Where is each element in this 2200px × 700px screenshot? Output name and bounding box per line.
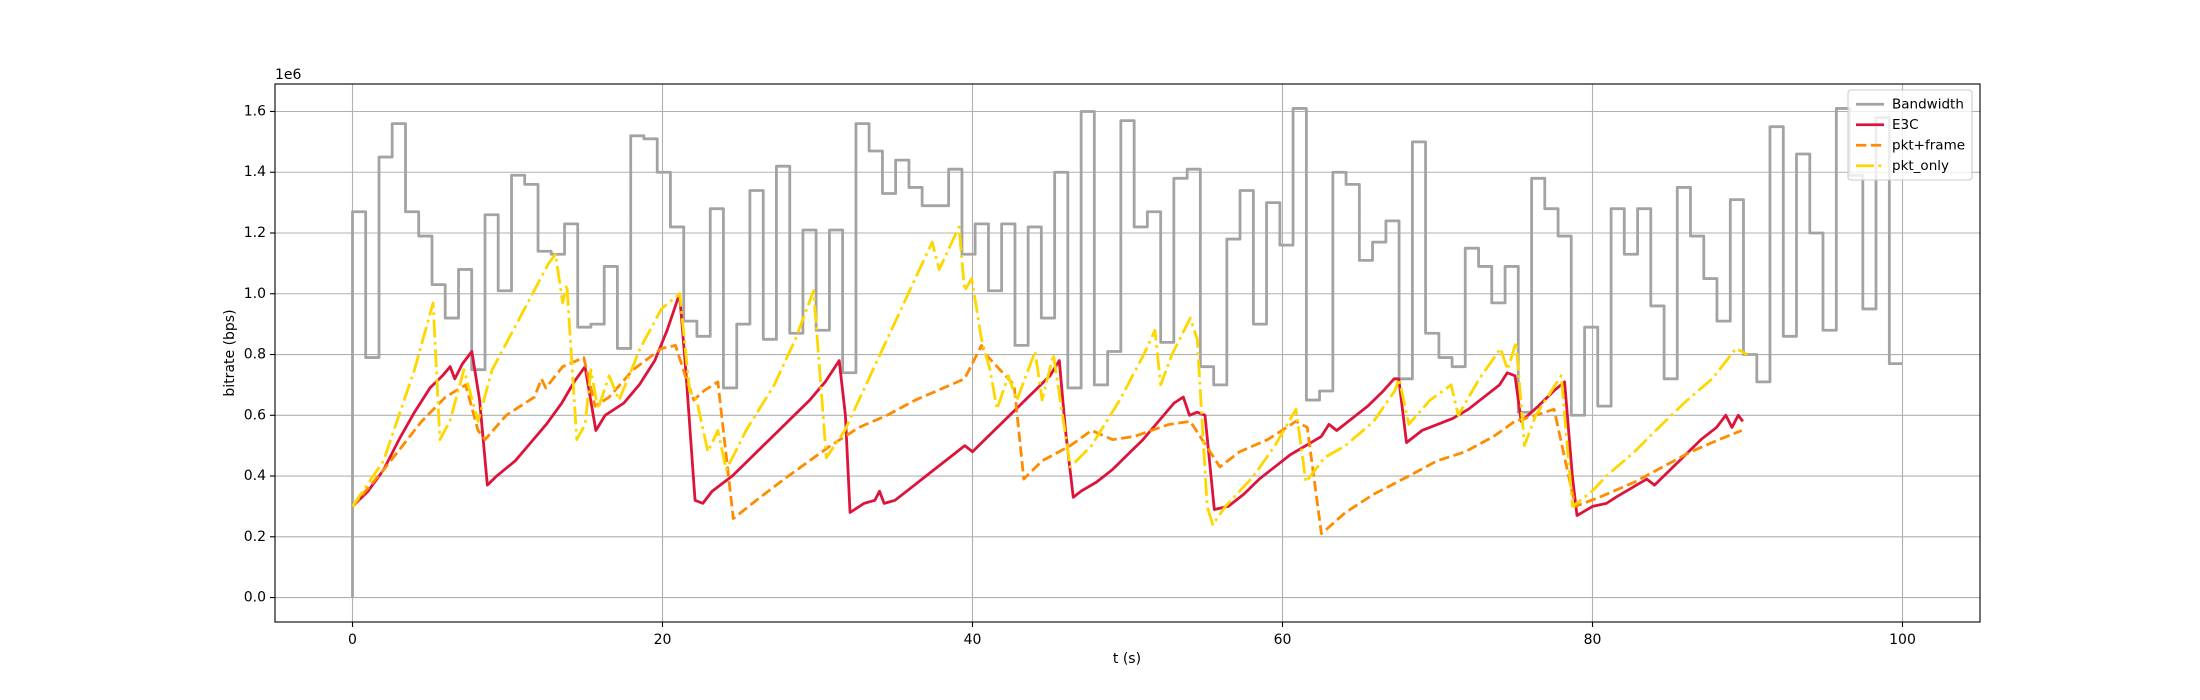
y-tick-label: 1.4 xyxy=(244,164,266,180)
x-tick-label: 40 xyxy=(964,632,982,648)
y-tick-label: 1.0 xyxy=(244,286,266,302)
series-line xyxy=(351,225,1749,527)
axes-frame xyxy=(274,83,1981,623)
x-tick-label: 20 xyxy=(654,632,672,648)
x-tick-label: 60 xyxy=(1274,632,1292,648)
x-tick-label: 100 xyxy=(1889,632,1916,648)
legend: Bandwidth E3C pkt+frame pkt_only xyxy=(1847,89,1973,181)
y-offset-label: 1e6 xyxy=(275,67,302,83)
x-tick-label: 0 xyxy=(348,632,357,648)
y-tick-label: 0.0 xyxy=(244,590,266,606)
legend-box xyxy=(1847,89,1973,181)
legend-label: E3C xyxy=(1892,117,1919,133)
y-tick-label: 0.2 xyxy=(244,529,266,545)
y-tick-label: 0.4 xyxy=(244,468,266,484)
y-tick-label: 0.8 xyxy=(244,347,266,363)
legend-label: pkt+frame xyxy=(1892,137,1965,153)
series-line xyxy=(351,344,1743,536)
y-tick-label: 0.6 xyxy=(244,407,266,423)
y-axis-label: bitrate (bps) xyxy=(222,309,238,396)
x-axis-label: t (s) xyxy=(1113,651,1141,667)
legend-label: Bandwidth xyxy=(1892,96,1964,112)
y-tick-label: 1.6 xyxy=(244,103,266,119)
x-tick-label: 80 xyxy=(1584,632,1602,648)
y-tick-label: 1.2 xyxy=(244,225,266,241)
series-line xyxy=(351,107,1903,598)
legend-label: pkt_only xyxy=(1892,158,1949,174)
